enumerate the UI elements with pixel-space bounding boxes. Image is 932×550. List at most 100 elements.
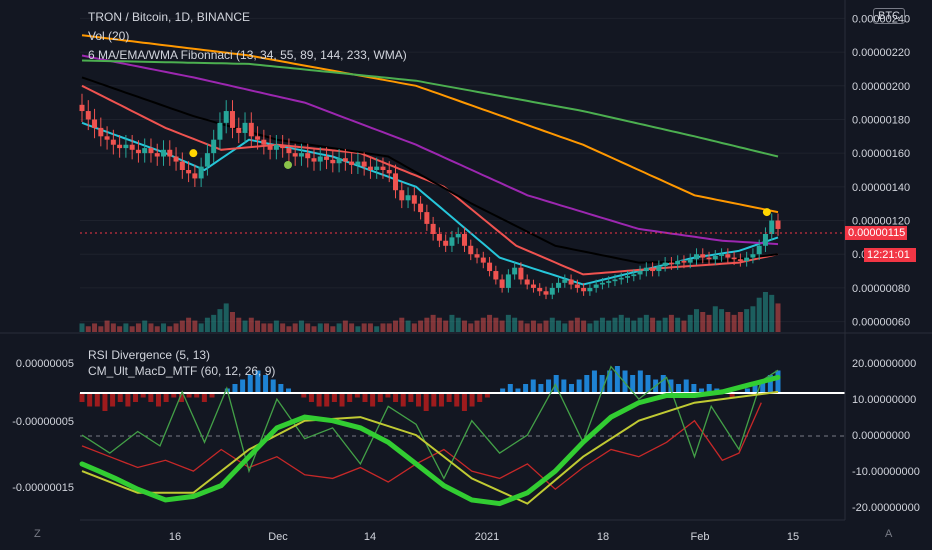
volume-bar [317, 323, 323, 332]
indicator-tick-label: -10.00000000 [852, 466, 920, 478]
histogram-bar [133, 393, 139, 402]
volume-bar [286, 326, 292, 332]
volume-bar [161, 323, 167, 332]
histogram-bar [331, 393, 337, 402]
histogram-bar [683, 379, 689, 393]
volume-bar [192, 320, 198, 332]
volume-bar [549, 317, 555, 332]
histogram-bar [591, 370, 597, 393]
histogram-bar [263, 375, 269, 393]
histogram-bar [645, 375, 651, 393]
candle-body [110, 139, 116, 145]
histogram-bar [752, 384, 758, 393]
rsi-red-line [81, 402, 762, 491]
candle-body [662, 262, 668, 266]
candle-body [537, 287, 543, 292]
auto-scale-icon[interactable]: A [885, 528, 893, 540]
timezone-icon[interactable]: Z [34, 528, 41, 540]
currency-button[interactable]: BTC [873, 8, 905, 24]
volume-bar [762, 292, 768, 332]
indicator-tick-label: 20.00000000 [852, 358, 916, 370]
histogram-bar [324, 393, 330, 407]
volume-bar [399, 317, 405, 332]
volume-bar [148, 323, 154, 332]
candle-body [211, 139, 217, 154]
candle-body [142, 148, 148, 154]
volume-bar [643, 314, 649, 332]
histogram-bar [507, 384, 513, 393]
volume-bar [248, 317, 254, 332]
volume-bar [656, 320, 662, 332]
candle-body [349, 161, 355, 165]
candle-body [631, 274, 637, 277]
histogram-bar [553, 375, 559, 393]
histogram-bar [148, 393, 154, 402]
indicator-tick-label: 10.00000000 [852, 394, 916, 406]
price-tick-label: 0.00000220 [852, 47, 910, 59]
candle-body [756, 245, 762, 255]
volume-bar [625, 317, 631, 332]
candle-body [549, 287, 555, 295]
moving-average-lines [81, 34, 779, 286]
macd-histogram [79, 366, 781, 411]
candle-body [449, 237, 455, 246]
histogram-bar [477, 393, 483, 402]
candle-body [574, 284, 580, 288]
candle-body [719, 254, 725, 256]
volume-bar [298, 320, 304, 332]
candle-body [92, 119, 98, 128]
volume-bar [480, 317, 486, 332]
time-tick-label: 18 [597, 531, 609, 543]
volume-bar [499, 320, 505, 332]
volume-bar [562, 323, 568, 332]
ma-line [81, 76, 779, 264]
volume-bar [455, 317, 461, 332]
volume-bar [474, 320, 480, 332]
candle-body [562, 279, 568, 283]
time-tick-label: 15 [787, 531, 799, 543]
volume-bar [650, 317, 656, 332]
histogram-bar [87, 393, 93, 407]
price-tick-label: 0.00000120 [852, 216, 910, 228]
candle-body [330, 159, 336, 164]
volume-bar [436, 317, 442, 332]
ma-line [81, 59, 779, 158]
histogram-bar [102, 393, 108, 411]
candle-body [286, 148, 292, 154]
histogram-bar [117, 393, 123, 402]
volume-bar [292, 323, 298, 332]
candle-body [236, 127, 242, 133]
candle-body [374, 166, 380, 170]
histogram-bar [546, 379, 552, 393]
candle-body [712, 255, 718, 260]
volume-bar [543, 320, 549, 332]
volume-bar [79, 323, 85, 332]
histogram-bar [767, 375, 773, 393]
volume-bar [725, 312, 731, 332]
histogram-bar [308, 393, 314, 402]
volume-bar [756, 297, 762, 332]
volume-bar [675, 317, 681, 332]
volume-bar [775, 303, 781, 332]
volume-bar [719, 309, 725, 332]
volume-bar [449, 314, 455, 332]
candle-body [311, 158, 317, 162]
volume-bar [731, 314, 737, 332]
histogram-bar [446, 393, 452, 402]
candle-body [587, 287, 593, 292]
volume-bar [324, 323, 330, 332]
volume-bar [217, 309, 223, 332]
candle-body [744, 257, 750, 261]
histogram-bar [431, 393, 437, 407]
volume-bar [599, 317, 605, 332]
candle-body [229, 111, 235, 128]
volume-bar [117, 326, 123, 332]
candle-body [305, 153, 311, 159]
candle-body [769, 220, 775, 234]
candle-body [731, 257, 737, 260]
histogram-bar [484, 393, 490, 398]
histogram-bar [255, 370, 261, 393]
histogram-bar [416, 393, 422, 407]
time-tick-label: 16 [169, 531, 181, 543]
candle-body [123, 144, 129, 149]
